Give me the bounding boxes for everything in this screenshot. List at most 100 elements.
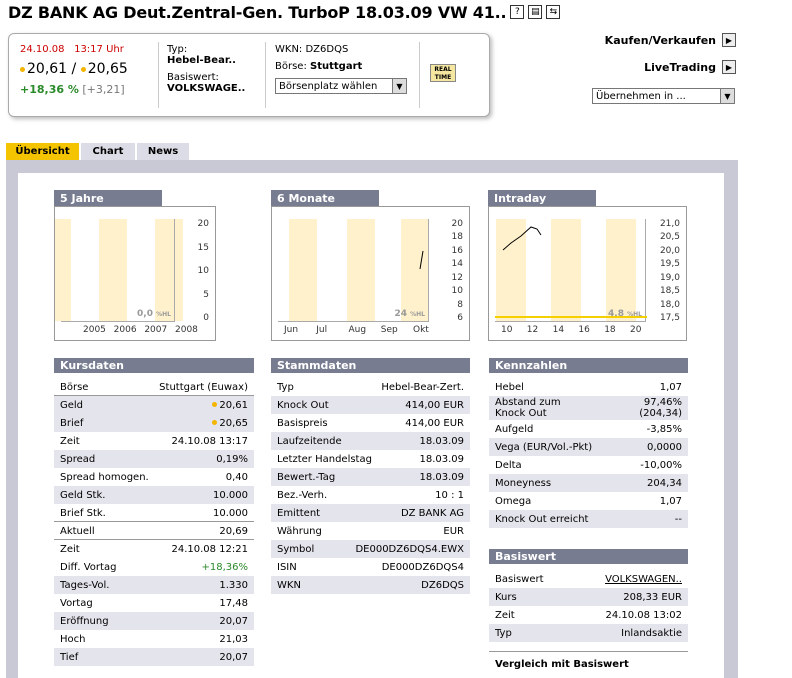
row-value-text: 18.03.09: [419, 435, 464, 447]
row-value-text: 1,07: [659, 381, 682, 393]
y-tick-label: 20,5: [659, 232, 680, 243]
table-row: Typ Inlandsaktie: [489, 624, 688, 642]
table-row: Laufzeitende 18.03.09: [271, 432, 470, 450]
y-tick-label: 15: [197, 242, 209, 253]
row-value[interactable]: VOLKSWAGEN..: [605, 574, 682, 585]
row-value-text: 10.000: [213, 489, 248, 501]
dot-icon: [212, 420, 218, 425]
x-tick-label: 10: [501, 325, 513, 335]
quote-column: 24.10.08 13:17 Uhr 20,61 / 20,65 +18,36 …: [20, 44, 158, 96]
chart-title: Intraday: [488, 190, 596, 206]
x-tick-label: Jun: [284, 325, 299, 335]
exchange-column: WKN: DZ6DQS Börse: Stuttgart Börsenplatz…: [275, 44, 415, 94]
boersenplatz-select[interactable]: Börsenplatz wählen ▼: [275, 78, 407, 94]
row-value-text: 1,07: [659, 495, 682, 507]
quote-change-pct: +18,36 %: [20, 83, 79, 96]
chart-band: [606, 219, 636, 321]
row-value: 18.03.09: [419, 454, 464, 465]
help-icon[interactable]: ?: [510, 5, 525, 19]
table-row: Symbol DE000DZ6DQS4.EWX: [271, 540, 470, 558]
livetrading-link[interactable]: LiveTrading ▶: [644, 60, 736, 74]
table-row: Typ Hebel-Bear-Zert.: [271, 378, 470, 396]
x-tick-label: 12: [526, 325, 539, 335]
row-value: 1,07: [660, 382, 682, 393]
row-value-line: 97,46%: [643, 397, 682, 408]
row-value-text: DZ6DQS: [421, 579, 464, 591]
row-value: DE000DZ6DQS4: [382, 562, 464, 573]
row-value: 20,61: [212, 400, 248, 411]
x-axis: [61, 321, 175, 322]
table-row: Hoch 21,03: [54, 630, 254, 648]
kaufen-verkaufen-link[interactable]: Kaufen/Verkaufen ▶: [605, 33, 736, 47]
row-value-text: 20,61: [219, 399, 248, 411]
row-value: 0,40: [226, 472, 248, 483]
basis-value[interactable]: VOLKSWAGE..: [167, 83, 246, 94]
row-label: Brief Stk.: [60, 507, 106, 519]
x-tick-label: Okt: [413, 325, 429, 335]
tab-uebersicht[interactable]: Übersicht: [6, 143, 79, 160]
table-row: Hebel 1,07: [489, 378, 688, 396]
row-label: Letzter Handelstag: [277, 453, 372, 465]
tab-news[interactable]: News: [137, 143, 189, 160]
tab-chart[interactable]: Chart: [81, 143, 135, 160]
y-tick-label: 10: [451, 286, 463, 297]
row-label: Basiswert: [495, 573, 544, 585]
chart-box[interactable]: 20 18 16 14 12 10 8 6 Jun Jul Aug Sep Okt 24 %HL: [271, 206, 470, 341]
section-stammdaten: Stammdaten: [271, 358, 470, 373]
boerse-value: Stuttgart: [310, 61, 363, 72]
row-label: Basispreis: [277, 417, 328, 429]
arrow-right-icon[interactable]: ▶: [722, 60, 736, 74]
x-tick-label: Sep: [380, 325, 398, 335]
last-unit: %HL: [627, 311, 642, 318]
last-value: 24: [394, 309, 407, 319]
row-value-text: Stuttgart (Euwax): [159, 381, 248, 393]
vergleich-link[interactable]: Vergleich mit Basiswert: [495, 659, 629, 670]
row-value: Inlandsaktie: [621, 628, 682, 639]
row-value-text: VOLKSWAGEN..: [605, 573, 682, 585]
y-tick-label: 14: [451, 259, 463, 270]
row-label: Hoch: [60, 633, 86, 645]
table-row: ISIN DE000DZ6DQS4: [271, 558, 470, 576]
chevron-down-icon[interactable]: ▼: [392, 79, 406, 93]
table-row: Zeit 24.10.08 13:17: [54, 432, 254, 450]
row-value-text: 204,34: [647, 477, 682, 489]
table-row: Diff. Vortag +18,36%: [54, 558, 254, 576]
chart-line: [419, 250, 424, 270]
chart-last-value: 24 %HL: [394, 309, 425, 319]
row-value-text: 18.03.09: [419, 453, 464, 465]
realtime-line1: REAL: [434, 66, 452, 73]
bid-dot-icon: [20, 66, 25, 72]
row-label: Delta: [495, 459, 522, 471]
row-label: Laufzeitende: [277, 435, 342, 447]
y-tick-label: 16: [451, 245, 463, 256]
divider: [265, 42, 266, 108]
x-tick-label: 16: [578, 325, 590, 335]
x-tick-label: 2005: [83, 325, 106, 335]
y-tick-label: 10: [197, 266, 209, 276]
refresh-icon[interactable]: ⇆: [546, 5, 561, 19]
arrow-right-icon[interactable]: ▶: [722, 33, 736, 47]
table-row: Basispreis 414,00 EUR: [271, 414, 470, 432]
y-tick-label: 5: [203, 289, 209, 300]
y-tick-label: 20: [451, 219, 463, 229]
row-label: Spread: [60, 453, 96, 465]
row-value-text: Hebel-Bear-Zert.: [381, 381, 464, 393]
chart-box[interactable]: 21,0 20,5 20,0 19,5 19,0 18,5 18,0 17,5 10 12 14 16…: [488, 206, 687, 341]
row-value: 414,00 EUR: [405, 400, 464, 411]
row-value-text: 20,07: [219, 651, 248, 663]
row-label: Kurs: [495, 591, 517, 603]
row-value-text: 0,40: [225, 471, 248, 483]
row-value: 97,46% (204,34): [639, 397, 682, 419]
uebernehmen-select[interactable]: Übernehmen in ... ▼: [592, 88, 735, 104]
basis-label: Basiswert:: [167, 72, 219, 83]
y-axis: [174, 219, 175, 321]
chevron-down-icon[interactable]: ▼: [720, 89, 734, 103]
table-row: Geld Stk. 10.000: [54, 486, 254, 504]
row-value: 204,34: [647, 478, 682, 489]
chart-box[interactable]: 20 15 10 5 0 2005 2006 2007 2008 0,0 %HL: [54, 206, 216, 341]
print-icon[interactable]: ▤: [528, 5, 543, 19]
row-value: -10,00%: [640, 460, 682, 471]
typ-value: Hebel-Bear..: [167, 55, 236, 66]
wkn-value: DZ6DQS: [305, 44, 349, 55]
row-value: +18,36%: [201, 562, 248, 573]
